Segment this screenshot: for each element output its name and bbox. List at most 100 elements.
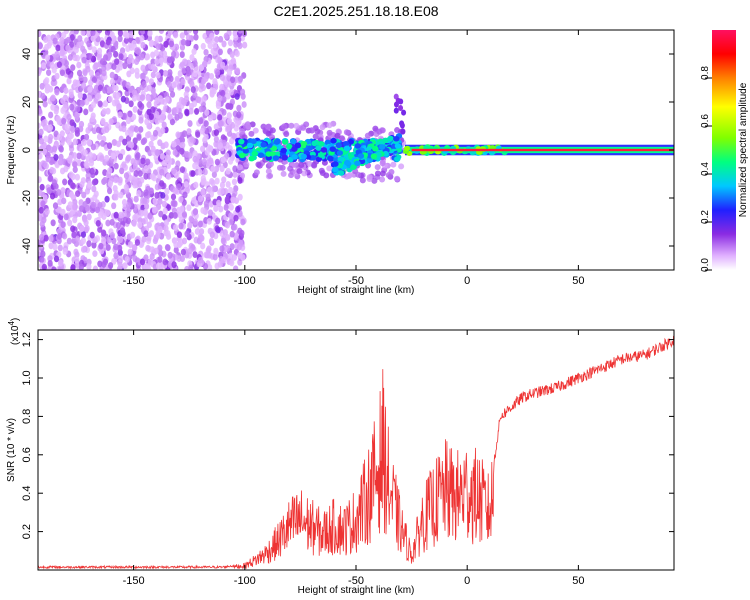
spectrogram-cell <box>159 153 166 160</box>
spectrogram-cell <box>288 172 295 179</box>
spectrogram-cell <box>162 69 169 77</box>
snr-data-point <box>378 435 379 436</box>
snr-data-point <box>422 502 423 503</box>
spectrogram-cell <box>294 142 302 149</box>
spectrogram-cell <box>80 246 87 253</box>
spectrogram-cell <box>157 95 163 102</box>
spectrogram-cell <box>192 251 198 259</box>
spectrogram-cell <box>67 219 73 227</box>
spectrogram-cell <box>399 122 405 129</box>
spectrogram-cell <box>161 213 168 221</box>
spectrogram-cell <box>173 241 179 249</box>
spectrogram-cell <box>198 117 204 125</box>
spectrogram-cell <box>238 152 246 159</box>
spectrogram-cell <box>150 58 156 66</box>
spectrogram-cell <box>347 139 355 145</box>
spectrogram-cell <box>84 225 90 232</box>
spectrogram-cell <box>74 127 80 134</box>
spectrogram-cell <box>135 152 141 159</box>
spectrogram-cell <box>276 164 283 171</box>
spectrogram-cell <box>393 107 399 114</box>
spectrogram-cell <box>79 99 85 107</box>
spectrogram-cell <box>53 107 59 115</box>
spectrogram-cell <box>401 109 407 116</box>
spectrogram-cell <box>239 229 245 237</box>
spectrogram-cell <box>117 176 123 184</box>
spectrogram-cell <box>181 67 187 74</box>
spectrogram-cell <box>124 89 130 97</box>
spectrogram-cell <box>109 78 116 86</box>
spectrogram-cell <box>127 241 134 248</box>
spectrogram-cell <box>311 162 318 169</box>
spectrogram-cell <box>181 210 187 218</box>
spectrogram-cell <box>178 196 184 203</box>
spectrogram-cell <box>55 115 61 123</box>
spectrogram-cell <box>143 230 149 238</box>
spectrogram-cell <box>76 61 82 69</box>
spectrogram-cell <box>70 126 76 134</box>
spectrogram-cell <box>173 31 179 39</box>
snr-data-point <box>500 416 501 417</box>
spectrogram-cell <box>72 138 78 146</box>
spectrogram-cell <box>81 56 87 64</box>
spectrogram-cell <box>76 41 82 49</box>
spectrogram-cell <box>118 262 124 270</box>
spectrogram-cell <box>132 106 138 113</box>
spectrogram-cell <box>128 100 134 108</box>
spectrogram-cell <box>80 237 86 245</box>
spectrogram-cell <box>195 96 202 104</box>
spectrogram-cell <box>79 225 85 232</box>
spectrogram-cell <box>394 156 401 162</box>
spectrogram-cell <box>145 94 151 102</box>
spectrogram-cell <box>38 42 44 50</box>
spectrogram-cell <box>326 129 333 136</box>
spectrogram-cell <box>56 61 62 69</box>
spectrogram-cell <box>59 49 66 56</box>
spectrogram-cell <box>139 34 145 42</box>
spectrogram-cell <box>155 43 161 51</box>
spectrogram-cell <box>140 94 146 101</box>
spectrogram-cell <box>194 108 200 115</box>
spectrogram-cell <box>382 137 389 144</box>
spectrogram-cell <box>74 256 80 264</box>
spectrogram-cell <box>179 205 185 213</box>
spectrogram-cell <box>172 187 179 195</box>
spectrogram-cell <box>180 141 186 149</box>
y-tick-label: 40 <box>21 48 33 60</box>
spectrogram-cell <box>343 145 351 152</box>
spectrogram-cell <box>372 145 379 152</box>
spectrogram-cell <box>118 255 124 263</box>
spectrogram-cell <box>228 88 235 96</box>
spectrogram-cell <box>120 95 126 103</box>
spectrogram-cell <box>161 200 168 208</box>
spectrogram-cell <box>155 262 162 270</box>
spectrogram-cell <box>86 52 93 60</box>
spectrogram-cell <box>68 91 75 99</box>
snr-y-label: SNR (10 * v/v) <box>6 418 17 482</box>
spectrogram-cell <box>214 177 220 185</box>
spectrogram-cell <box>152 197 158 205</box>
snr-data-point <box>522 397 523 398</box>
x-tick-label: -150 <box>123 275 145 287</box>
spectrogram-cell <box>143 264 149 270</box>
spectrogram-cell <box>67 157 73 164</box>
spectrogram-cell <box>155 149 161 157</box>
snr-data-point <box>444 464 445 465</box>
spectrogram-cell <box>142 208 149 216</box>
spectrogram-cell <box>110 152 116 160</box>
spectrogram-cell <box>155 231 161 239</box>
spectrogram-cell <box>60 97 66 105</box>
spectrogram-cell <box>217 142 224 149</box>
spectrogram-cell <box>211 171 217 178</box>
spectrogram-cell <box>50 103 56 111</box>
spectrogram-cell <box>210 165 216 173</box>
spectrogram-cell <box>200 42 206 50</box>
spectrogram-cell <box>109 31 115 39</box>
spectrogram-cell <box>136 190 142 197</box>
spectrogram-cell <box>129 125 135 133</box>
spectrogram-cell <box>312 133 319 140</box>
spectrogram-cell <box>317 152 325 158</box>
spectrogram-cell <box>107 95 113 103</box>
snr-data-point <box>367 473 368 474</box>
snr-data-point <box>400 512 401 513</box>
